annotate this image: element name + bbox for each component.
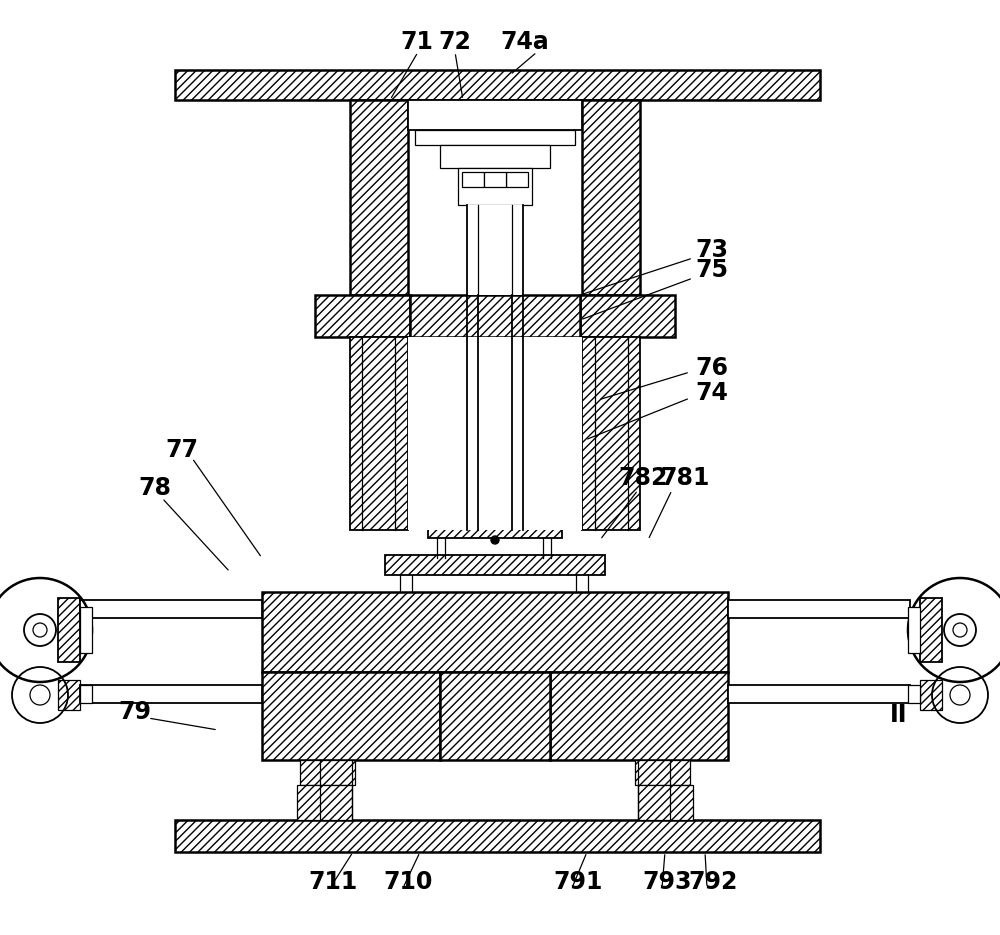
Text: 71: 71 xyxy=(400,30,433,54)
Text: 781: 781 xyxy=(660,466,709,490)
Bar xyxy=(775,688,797,700)
Bar xyxy=(440,145,550,168)
Bar xyxy=(80,600,262,618)
Bar xyxy=(297,785,352,820)
Bar xyxy=(506,172,528,187)
Text: 79: 79 xyxy=(118,700,151,724)
Bar xyxy=(484,172,506,187)
Bar xyxy=(195,688,217,700)
Bar xyxy=(582,337,640,530)
Bar xyxy=(410,295,580,337)
Bar xyxy=(58,598,80,662)
Bar xyxy=(440,672,550,760)
Text: 710: 710 xyxy=(383,870,432,894)
Bar xyxy=(385,555,605,575)
Text: 75: 75 xyxy=(695,258,728,282)
Bar xyxy=(350,100,408,295)
Bar xyxy=(920,680,942,710)
Bar xyxy=(467,205,523,295)
Bar xyxy=(80,607,92,653)
Text: 791: 791 xyxy=(553,870,602,894)
Bar xyxy=(262,672,440,760)
Bar xyxy=(175,820,820,852)
Bar xyxy=(550,672,728,760)
Text: 73: 73 xyxy=(695,238,728,262)
Text: 711: 711 xyxy=(308,870,357,894)
Bar xyxy=(80,685,92,703)
Bar xyxy=(775,603,797,615)
Bar xyxy=(175,70,820,100)
Text: 77: 77 xyxy=(165,438,198,462)
Bar xyxy=(195,603,217,615)
Bar xyxy=(908,607,920,653)
Text: 74a: 74a xyxy=(500,30,549,54)
Text: 782: 782 xyxy=(618,466,667,490)
Text: 76: 76 xyxy=(695,356,728,380)
Bar xyxy=(638,785,693,820)
Circle shape xyxy=(33,623,47,637)
Bar xyxy=(908,685,920,703)
Text: II: II xyxy=(890,703,908,727)
Bar xyxy=(728,600,910,618)
Circle shape xyxy=(953,623,967,637)
Bar xyxy=(462,172,484,187)
Bar xyxy=(580,295,675,337)
Text: 78: 78 xyxy=(138,476,171,500)
Bar xyxy=(408,337,582,530)
Circle shape xyxy=(491,536,499,544)
Bar xyxy=(408,100,582,130)
Bar xyxy=(350,337,408,530)
Bar xyxy=(300,760,355,785)
Text: 72: 72 xyxy=(438,30,471,54)
Bar xyxy=(415,130,575,145)
Bar xyxy=(315,295,410,337)
Bar xyxy=(582,100,640,295)
Bar xyxy=(58,680,80,710)
Bar xyxy=(80,685,262,703)
Bar xyxy=(458,168,532,205)
Bar xyxy=(728,685,910,703)
Text: 792: 792 xyxy=(688,870,737,894)
Bar xyxy=(920,598,942,662)
Text: 74: 74 xyxy=(695,381,728,405)
Bar xyxy=(428,518,562,538)
Text: 793: 793 xyxy=(642,870,692,894)
Bar xyxy=(262,592,728,672)
Bar xyxy=(635,760,690,785)
